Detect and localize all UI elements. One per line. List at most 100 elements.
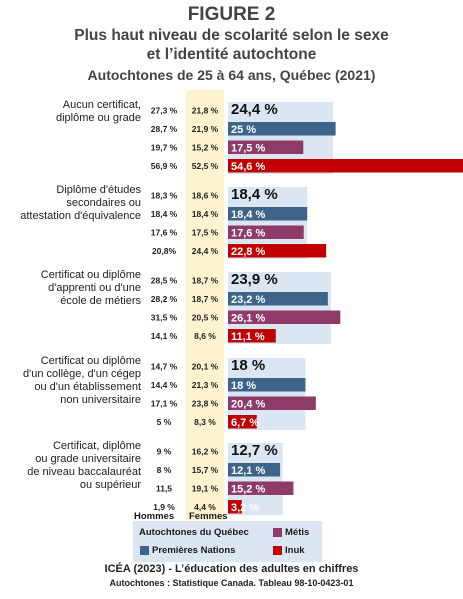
- bar-premieres-nations: [228, 463, 281, 477]
- bar-metis: [228, 310, 341, 324]
- legend-label-autochtones: Autochtones du Québec: [139, 527, 249, 538]
- bar-inuk: [228, 244, 327, 258]
- femmes-value: 18,6 %: [192, 190, 219, 200]
- legend-swatch-inuk: [273, 546, 282, 555]
- bar-inuk: [228, 500, 242, 514]
- data-label: 11,1 %: [231, 331, 265, 343]
- footer-source: ICÉA (2023) - L’éducation des adultes en…: [104, 563, 359, 575]
- legend-label-inuk: Inuk: [285, 545, 305, 556]
- femmes-value: 18,7 %: [192, 294, 219, 304]
- hommes-value: 27,3 %: [151, 105, 178, 115]
- hommes-value: 31,5 %: [151, 312, 178, 322]
- femmes-value: 24,4 %: [192, 246, 219, 256]
- bar-premieres-nations: [228, 292, 328, 306]
- bar-metis: [228, 396, 316, 410]
- column-header-hommes: Hommes: [134, 511, 175, 522]
- category-label: école de métiers: [60, 295, 141, 307]
- category-label: Certificat, diplôme: [53, 440, 141, 452]
- bar-metis: [228, 225, 304, 239]
- hommes-value: 17,6 %: [151, 227, 178, 237]
- femmes-value: 21,3 %: [192, 380, 219, 390]
- category-label: ou d'un établissement: [34, 381, 141, 393]
- hommes-value: 28,5 %: [151, 275, 178, 285]
- bar-premieres-nations: [228, 122, 336, 136]
- bar-premieres-nations: [228, 207, 308, 221]
- hommes-value: 19,7 %: [151, 142, 178, 152]
- hommes-value: 14,4 %: [151, 380, 178, 390]
- femmes-value: 20,1 %: [192, 361, 219, 371]
- femmes-value: 15,7 %: [192, 465, 219, 475]
- femmes-value: 19,1 %: [192, 483, 219, 493]
- category-label: secondaires ou: [66, 197, 141, 209]
- hommes-value: 9 %: [157, 446, 172, 456]
- data-label: 25 %: [231, 124, 256, 136]
- category-label: d'un collège, d'un cégep: [23, 368, 141, 380]
- category-label: attestation d'équivalence: [20, 210, 141, 222]
- column-header-femmes: Femmes: [189, 511, 228, 522]
- data-label: 3,2 %: [231, 502, 259, 514]
- femmes-value: 23,8 %: [192, 398, 219, 408]
- data-label: 23,9 %: [231, 271, 278, 288]
- chart-title-line2: et l’identité autochtone: [146, 46, 317, 63]
- bar-metis: [228, 481, 294, 495]
- hommes-value: 14,1 %: [151, 331, 178, 341]
- legend-label-premieres-nations: Premières Nations: [152, 545, 236, 556]
- legend-swatch-metis: [273, 528, 282, 537]
- hommes-value: 5 %: [157, 417, 172, 427]
- femmes-value: 17,5 %: [192, 227, 219, 237]
- data-label: 54,6 %: [231, 161, 265, 173]
- femmes-value: 18,4 %: [192, 209, 219, 219]
- hommes-value: 18,3 %: [151, 190, 178, 200]
- femmes-column-highlight: [186, 90, 224, 520]
- category-label: de niveau baccalauréat: [27, 466, 141, 478]
- footer-data-source: Autochtones : Statistique Canada. Tablea…: [109, 578, 354, 588]
- data-label: 18,4 %: [231, 186, 278, 203]
- bar-inuk: [228, 415, 257, 429]
- hommes-value: 18,4 %: [151, 209, 178, 219]
- category-label: non universitaire: [60, 394, 141, 406]
- data-label: 26,1 %: [231, 312, 265, 324]
- bar-premieres-nations: [228, 378, 306, 392]
- data-label: 12,1 %: [231, 465, 265, 477]
- data-label: 6,7 %: [231, 417, 259, 429]
- data-label: 23,2 %: [231, 294, 265, 306]
- hommes-value: 1,9 %: [153, 502, 175, 512]
- hommes-value: 14,7 %: [151, 361, 178, 371]
- chart-title-line1: Plus haut niveau de scolarité selon le s…: [74, 27, 389, 44]
- data-label: 15,2 %: [231, 483, 265, 495]
- hommes-value: 56,9 %: [151, 161, 178, 171]
- category-label: d'apprenti ou d'une: [48, 282, 141, 294]
- category-label: diplôme ou grade: [56, 112, 141, 124]
- femmes-value: 15,2 %: [192, 142, 219, 152]
- hommes-value: 20,8%: [152, 246, 177, 256]
- category-label: Diplôme d'études: [56, 184, 141, 196]
- data-label: 24,4 %: [231, 101, 278, 118]
- data-label: 17,5 %: [231, 142, 265, 154]
- category-label: Certificat ou diplôme: [41, 355, 141, 367]
- category-label: Certificat ou diplôme: [41, 269, 141, 281]
- data-label: 20,4 %: [231, 398, 265, 410]
- hommes-value: 28,7 %: [151, 124, 178, 134]
- category-label: ou supérieur: [80, 479, 141, 491]
- bar-inuk: [228, 159, 463, 173]
- femmes-value: 52,5 %: [192, 161, 219, 171]
- data-label: 18,4 %: [231, 209, 265, 221]
- data-label: 22,8 %: [231, 246, 265, 258]
- femmes-value: 16,2 %: [192, 446, 219, 456]
- legend-label-metis: Métis: [285, 527, 310, 538]
- femmes-value: 8,3 %: [194, 417, 216, 427]
- femmes-value: 18,7 %: [192, 275, 219, 285]
- femmes-value: 21,8 %: [192, 105, 219, 115]
- chart-subtitle: Autochtones de 25 à 64 ans, Québec (2021…: [87, 67, 376, 83]
- category-label: ou grade universitaire: [35, 453, 141, 465]
- data-label: 18 %: [231, 380, 256, 392]
- femmes-value: 20,5 %: [192, 312, 219, 322]
- data-label: 12,7 %: [231, 442, 278, 459]
- bar-inuk: [228, 329, 276, 343]
- hommes-value: 28,2 %: [151, 294, 178, 304]
- femmes-value: 4,4 %: [194, 502, 216, 512]
- femmes-value: 21,9 %: [192, 124, 219, 134]
- legend-swatch-premieres-nations: [140, 546, 149, 555]
- category-label: Aucun certificat,: [63, 99, 141, 111]
